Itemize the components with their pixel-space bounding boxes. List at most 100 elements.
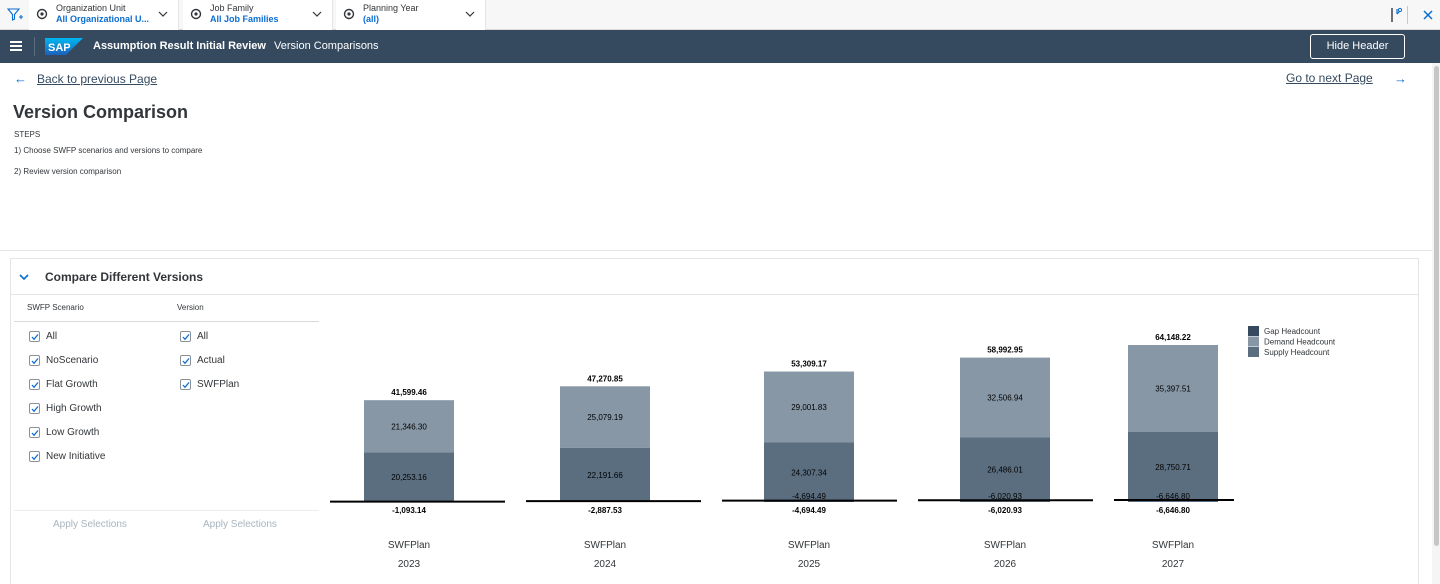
step-1: 1) Choose SWFP scenarios and versions to… — [14, 146, 203, 155]
chevron-down-icon — [158, 11, 168, 17]
checkmark-icon — [31, 430, 39, 437]
gap-value-label: -4,694.49 — [792, 506, 826, 515]
scrollbar-thumb[interactable] — [1434, 66, 1439, 546]
x-tick-version: SWFPlan — [584, 540, 626, 551]
bar-supply-headcount — [1128, 431, 1218, 502]
divider — [14, 321, 319, 322]
supply-value-label: 24,307.34 — [791, 468, 827, 477]
bar-demand-headcount — [960, 357, 1050, 438]
bar-demand-headcount — [364, 400, 454, 453]
close-icon[interactable] — [1420, 6, 1436, 24]
filter-planning-year[interactable]: Planning Year (all) — [336, 0, 486, 30]
bar-demand-headcount — [1128, 345, 1218, 432]
gap-inner-label: -6,020.93 — [988, 492, 1022, 501]
bar-demand-headcount — [764, 371, 854, 443]
checkbox-label: All — [46, 331, 58, 342]
gap-inner-label: -4,694.49 — [792, 492, 826, 501]
filter-label: Organization Unit — [56, 3, 126, 13]
bar-demand-headcount — [560, 386, 650, 448]
checkbox[interactable] — [29, 355, 40, 366]
demand-value-label: 25,079.19 — [587, 413, 623, 422]
sap-logo: SAP — [45, 38, 83, 55]
checkbox-label: Actual — [197, 355, 225, 366]
x-tick-version: SWFPlan — [788, 540, 830, 551]
checkmark-icon — [31, 334, 39, 341]
version-column-header: Version — [177, 303, 204, 312]
x-tick-version: SWFPlan — [388, 540, 430, 551]
demand-value-label: 35,397.51 — [1155, 384, 1191, 393]
back-link[interactable]: ← Back to previous Page — [14, 71, 157, 86]
filter-label: Planning Year — [363, 3, 419, 13]
checkbox-label: NoScenario — [46, 355, 99, 366]
checkbox[interactable] — [180, 331, 191, 342]
filter-value: All Job Families — [210, 14, 279, 24]
total-label: 53,309.17 — [791, 360, 827, 369]
demand-value-label: 21,346.30 — [391, 422, 427, 431]
total-label: 58,992.95 — [987, 346, 1023, 355]
checkmark-icon — [182, 334, 190, 341]
gap-value-label: -6,020.93 — [988, 506, 1022, 515]
supply-value-label: 20,253.16 — [391, 473, 427, 482]
shell-bar: SAP Assumption Result Initial Review Ver… — [0, 30, 1440, 63]
checkbox-label: High Growth — [46, 403, 102, 414]
x-tick-year: 2024 — [594, 559, 617, 570]
supply-value-label: 26,486.01 — [987, 466, 1023, 475]
scenario-column-header: SWFP Scenario — [27, 303, 84, 312]
chevron-down-icon[interactable] — [18, 272, 30, 282]
app-title: Assumption Result Initial Review — [93, 40, 266, 52]
filter-value: (all) — [363, 14, 380, 24]
checkmark-icon — [31, 406, 39, 413]
legend-swatch — [1248, 326, 1259, 336]
back-link-label[interactable]: Back to previous Page — [37, 72, 158, 86]
x-tick-version: SWFPlan — [984, 540, 1026, 551]
legend-swatch — [1248, 336, 1259, 347]
checkmark-icon — [182, 382, 190, 389]
filter-value: All Organizational U... — [56, 14, 150, 24]
bar-supply-headcount — [560, 447, 650, 502]
panel-title[interactable]: Compare Different Versions — [45, 270, 204, 284]
apply-selections-button[interactable]: Apply Selections — [53, 519, 127, 530]
checkbox[interactable] — [29, 451, 40, 462]
checkmark-icon — [31, 454, 39, 461]
checkbox[interactable] — [29, 403, 40, 414]
bar-supply-headcount — [960, 437, 1050, 502]
checkbox[interactable] — [180, 355, 191, 366]
filter-job-family[interactable]: Job Family All Job Families — [183, 0, 333, 30]
hierarchy-icon — [190, 8, 202, 20]
next-link-label[interactable]: Go to next Page — [1286, 71, 1373, 85]
legend-label: Demand Headcount — [1264, 338, 1336, 347]
branch-icon[interactable] — [1388, 6, 1404, 24]
filter-settings-icon[interactable] — [6, 6, 24, 24]
checkbox[interactable] — [29, 427, 40, 438]
version-comparison-chart: 41,599.46 21,346.30 20,253.16 -1,093.14 SWFP… — [330, 326, 1336, 570]
total-label: 64,148.22 — [1155, 333, 1191, 342]
checkbox[interactable] — [29, 331, 40, 342]
x-tick-year: 2023 — [398, 559, 421, 570]
arrow-left-icon: ← — [14, 71, 27, 86]
gap-inner-label: -6,646.80 — [1156, 492, 1190, 501]
divider — [14, 510, 319, 511]
checkbox-label: SWFPlan — [197, 379, 240, 390]
checkbox-label: All — [197, 331, 209, 342]
checkbox[interactable] — [29, 379, 40, 390]
menu-icon[interactable] — [10, 41, 22, 51]
hide-header-button[interactable]: Hide Header — [1310, 34, 1405, 59]
x-tick-version: SWFPlan — [1152, 540, 1194, 551]
divider — [1407, 6, 1408, 24]
apply-selections-button[interactable]: Apply Selections — [203, 519, 277, 530]
checkbox[interactable] — [180, 379, 191, 390]
checkmark-icon — [182, 358, 190, 365]
gap-value-label: -6,646.80 — [1156, 506, 1190, 515]
supply-value-label: 28,750.71 — [1155, 463, 1191, 472]
gap-value-label: -1,093.14 — [392, 506, 426, 515]
page-name: Version Comparisons — [274, 40, 379, 52]
step-2: 2) Review version comparison — [14, 167, 122, 176]
x-tick-year: 2026 — [994, 559, 1017, 570]
next-link[interactable]: Go to next Page → — [1286, 71, 1407, 86]
checkmark-icon — [31, 358, 39, 365]
bar-supply-headcount — [764, 442, 854, 502]
filter-organization-unit[interactable]: Organization Unit All Organizational U..… — [29, 0, 179, 30]
arrow-right-icon: → — [1394, 71, 1407, 86]
divider — [10, 294, 1419, 295]
legend-label: Supply Headcount — [1264, 348, 1330, 357]
